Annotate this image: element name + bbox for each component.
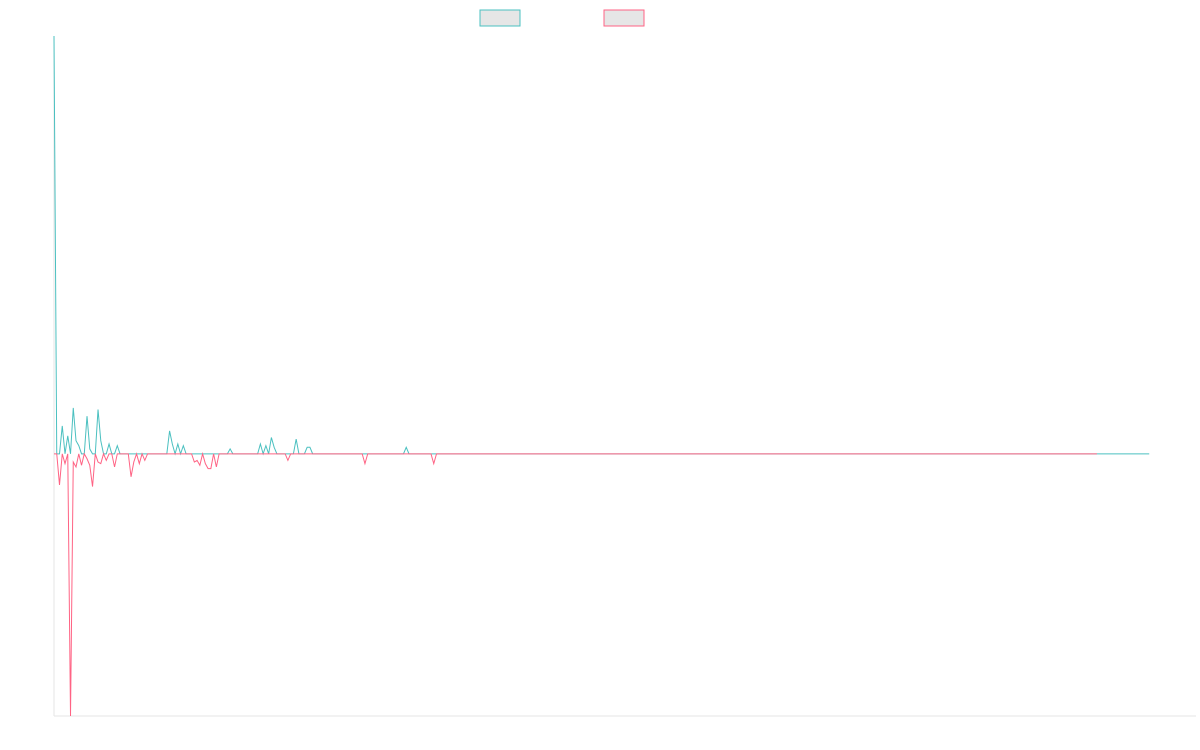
axes bbox=[53, 36, 1196, 717]
legend bbox=[479, 9, 645, 27]
series-layer bbox=[53, 35, 1150, 717]
legend-swatch-series-2 bbox=[603, 9, 645, 27]
legend-swatch-series-1 bbox=[479, 9, 521, 27]
series-line-2 bbox=[54, 451, 1097, 717]
series-line-1 bbox=[53, 35, 1150, 456]
